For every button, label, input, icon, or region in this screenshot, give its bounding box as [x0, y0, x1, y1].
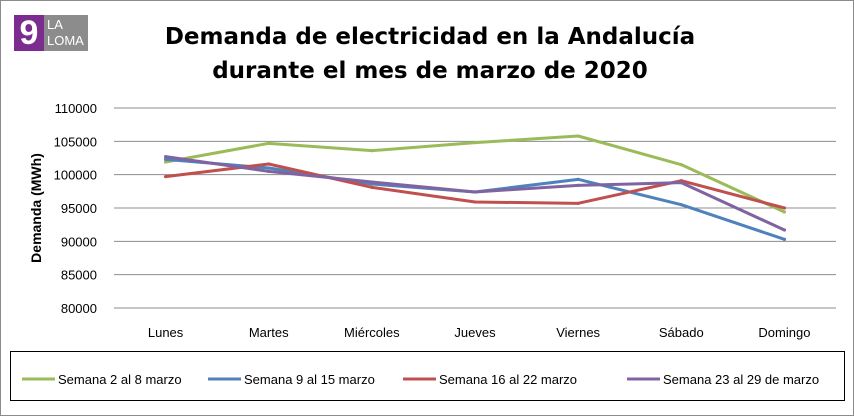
chart-title: Demanda de electricidad en la Andalucía …: [130, 20, 730, 88]
data-point: [782, 210, 787, 214]
logo-number: 9: [14, 15, 44, 51]
logo-text-la: LA: [47, 17, 63, 32]
data-point: [163, 155, 168, 159]
y-axis-title: Demanda (MWh): [28, 153, 44, 263]
data-point: [267, 169, 271, 173]
legend-label: Semana 23 al 29 de marzo: [663, 372, 819, 387]
legend: [10, 351, 845, 401]
x-tick-label: Martes: [249, 325, 289, 340]
data-point: [679, 181, 683, 185]
data-point: [267, 162, 271, 166]
y-tick-label: 80000: [61, 301, 97, 316]
chart-title-line2: durante el mes de marzo de 2020: [212, 58, 648, 84]
y-tick-label: 90000: [61, 234, 97, 249]
data-point: [576, 177, 580, 181]
y-tick-label: 105000: [54, 134, 97, 149]
data-point: [473, 141, 477, 145]
data-point: [782, 206, 787, 210]
data-point: [473, 200, 477, 204]
y-tick-label: 85000: [61, 268, 97, 283]
data-point: [370, 185, 374, 189]
data-point: [473, 190, 477, 194]
x-tick-label: Miércoles: [344, 325, 400, 340]
data-point: [163, 160, 168, 164]
data-point: [267, 166, 271, 170]
y-tick-label: 110000: [55, 101, 97, 116]
legend-label: Semana 9 al 15 marzo: [244, 372, 375, 387]
x-tick-label: Viernes: [556, 325, 600, 340]
data-point: [576, 134, 580, 138]
data-point: [370, 149, 374, 153]
data-point: [370, 180, 374, 184]
data-point: [267, 141, 271, 145]
y-tick-label: 100000: [54, 168, 97, 183]
la-loma-logo: 9 LA LOMA: [14, 15, 88, 51]
data-point: [679, 163, 683, 167]
x-tick-label: Domingo: [758, 325, 810, 340]
x-tick-label: Jueves: [454, 325, 496, 340]
data-point: [163, 175, 168, 179]
data-point: [782, 228, 787, 232]
legend-label: Semana 16 al 22 marzo: [439, 372, 577, 387]
x-tick-label: Lunes: [148, 325, 184, 340]
logo-text-loma: LOMA: [47, 33, 84, 48]
data-point: [782, 237, 787, 241]
x-tick-label: Sábado: [659, 325, 704, 340]
data-point: [679, 203, 683, 207]
legend-label: Semana 2 al 8 marzo: [58, 372, 182, 387]
chart-title-line1: Demanda de electricidad en la Andalucía: [164, 24, 696, 50]
data-point: [576, 201, 580, 205]
data-point: [163, 157, 168, 161]
data-point: [576, 183, 580, 187]
y-tick-label: 95000: [61, 201, 97, 216]
